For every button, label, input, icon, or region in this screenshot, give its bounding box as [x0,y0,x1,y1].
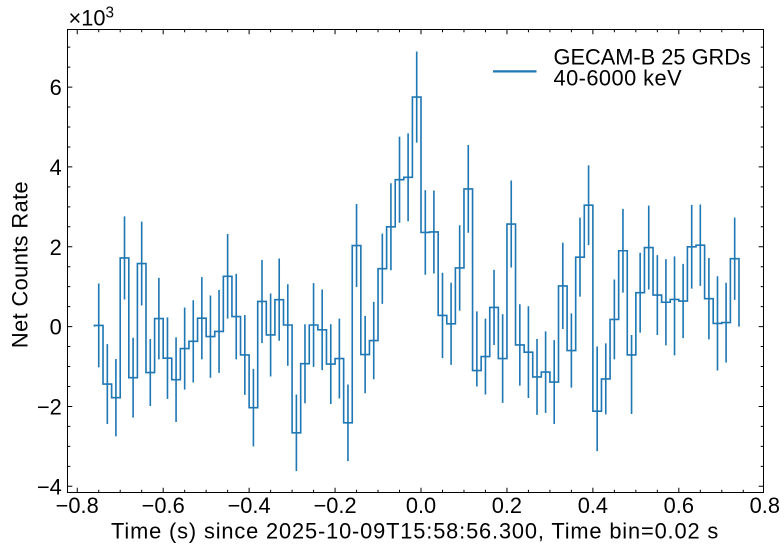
svg-text:−0.6: −0.6 [142,493,185,518]
svg-text:4: 4 [50,155,62,180]
svg-text:0.6: 0.6 [664,493,694,518]
svg-text:−2: −2 [37,394,62,419]
svg-text:0: 0 [50,315,62,340]
svg-text:0.2: 0.2 [492,493,522,518]
svg-text:−4: −4 [37,474,62,499]
svg-text:0.0: 0.0 [406,493,436,518]
svg-text:GECAM-B 25 GRDs: GECAM-B 25 GRDs [554,44,752,69]
svg-text:0.8: 0.8 [750,493,780,518]
svg-text:0.4: 0.4 [578,493,608,518]
svg-text:Time (s) since 2025-10-09T15:5: Time (s) since 2025-10-09T15:58:56.300, … [111,519,719,544]
svg-text:40-6000 keV: 40-6000 keV [554,66,683,91]
svg-text:2: 2 [50,235,62,260]
svg-text:6: 6 [50,75,62,100]
svg-text:−0.8: −0.8 [56,493,99,518]
svg-text:−0.2: −0.2 [314,493,357,518]
svg-text:−0.4: −0.4 [228,493,271,518]
svg-text:Net Counts Rate: Net Counts Rate [8,181,33,348]
